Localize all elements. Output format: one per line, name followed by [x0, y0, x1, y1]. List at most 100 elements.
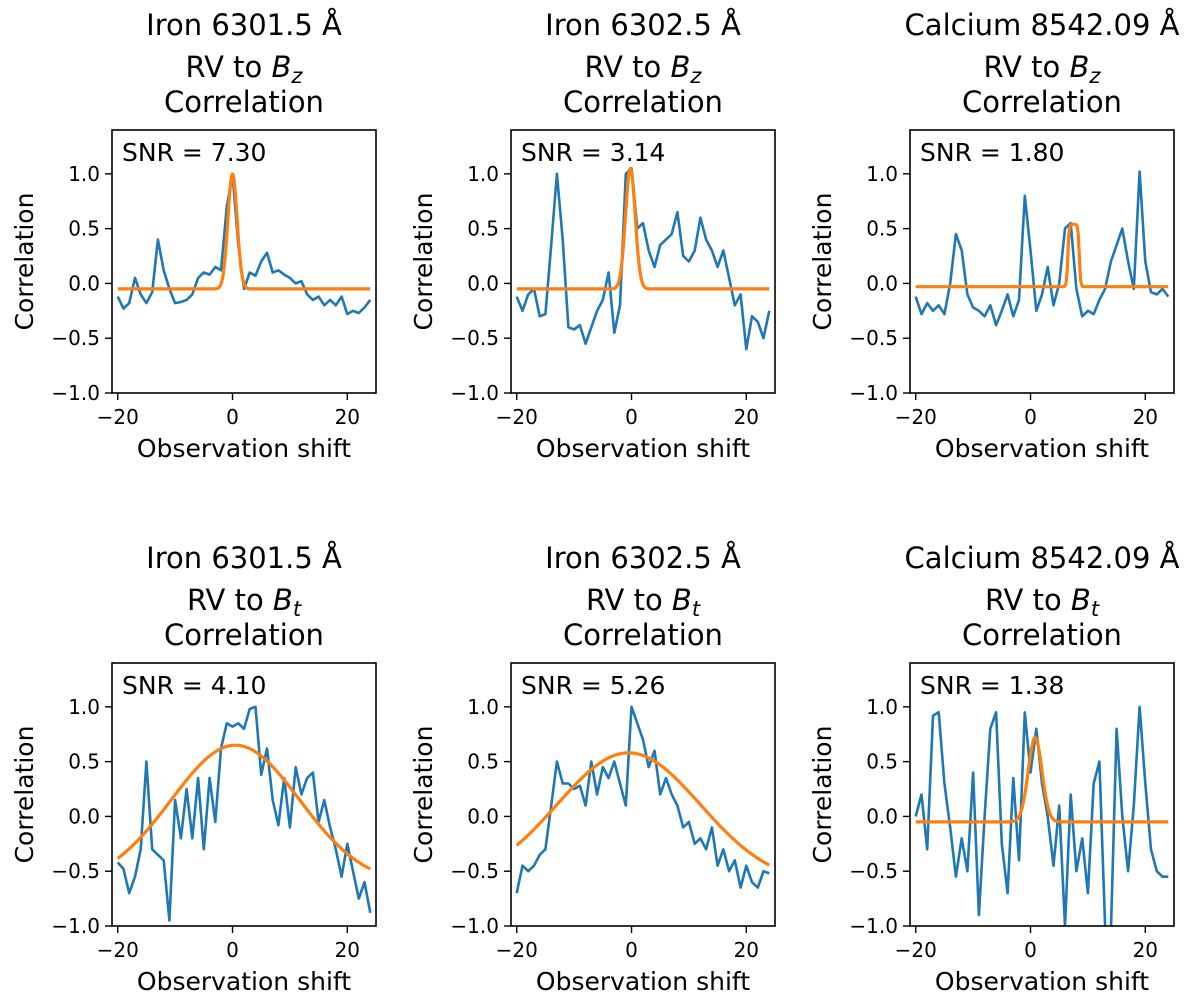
- y-tick-label: −0.5: [849, 859, 898, 883]
- subplot-title-prefix: RV to: [187, 583, 273, 617]
- y-tick-label: 0.5: [467, 750, 499, 774]
- fit-line: [915, 222, 1169, 289]
- x-tick-label: 0: [1024, 938, 1037, 962]
- subplot-title-line1: Iron 6302.5 Å: [545, 8, 741, 42]
- x-tick-label: 20: [335, 938, 360, 962]
- subplot-title-symbol: B: [1071, 583, 1091, 617]
- fit-line: [515, 751, 771, 867]
- subplot-title-line3: Correlation: [563, 618, 723, 652]
- subplot-title-line2: RV to Bz: [984, 50, 1102, 88]
- x-axis-label: Observation shift: [137, 967, 351, 996]
- plot-frame: [510, 129, 776, 394]
- y-axis-label: Correlation: [409, 193, 438, 331]
- y-tick-label: −1.0: [450, 381, 499, 405]
- y-tick-label: −0.5: [450, 859, 499, 883]
- snr-annotation: SNR = 4.10: [122, 671, 266, 700]
- y-tick-label: 0.5: [467, 217, 499, 241]
- y-tick-label: −0.5: [51, 326, 100, 350]
- y-tick-label: 0.0: [866, 271, 898, 295]
- y-tick-label: 0.5: [866, 750, 898, 774]
- y-tick-label: −1.0: [450, 914, 499, 938]
- subplot-title-line2: RV to Bt: [985, 583, 1100, 621]
- subplot-4: Iron 6301.5 ÅRV to BtCorrelation−1.0−0.5…: [10, 541, 377, 996]
- fit-line: [117, 172, 371, 291]
- fit-line: [915, 735, 1169, 824]
- y-tick-label: 1.0: [866, 162, 898, 186]
- y-tick-label: 0.0: [866, 804, 898, 828]
- y-tick-label: 0.0: [467, 271, 499, 295]
- x-tick-label: −20: [97, 405, 139, 429]
- subplot-title-symbol: B: [273, 583, 293, 617]
- x-tick-label: 0: [625, 405, 638, 429]
- subplot-title-line2: RV to Bt: [586, 583, 701, 621]
- x-axis-label: Observation shift: [935, 434, 1149, 463]
- subplot-title-prefix: RV to: [586, 583, 672, 617]
- y-tick-label: 0.0: [68, 271, 100, 295]
- subplot-title-line1: Iron 6302.5 Å: [545, 541, 741, 575]
- x-axis-label: Observation shift: [935, 967, 1149, 996]
- subplot-title-symbol: B: [272, 50, 292, 84]
- plot-frame: [909, 662, 1175, 927]
- y-tick-label: −0.5: [450, 326, 499, 350]
- plot-frame: [510, 662, 776, 927]
- y-axis-label: Correlation: [808, 726, 837, 864]
- subplot-title-line1: Calcium 8542.09 Å: [905, 541, 1180, 575]
- subplot-2: Iron 6302.5 ÅRV to BzCorrelation−1.0−0.5…: [409, 8, 776, 463]
- x-axis-label: Observation shift: [536, 434, 750, 463]
- subplot-title-line3: Correlation: [563, 85, 723, 119]
- y-tick-label: 1.0: [467, 695, 499, 719]
- snr-annotation: SNR = 3.14: [521, 138, 665, 167]
- correlation-line: [116, 705, 372, 922]
- y-tick-label: 1.0: [467, 162, 499, 186]
- correlation-line: [515, 705, 770, 894]
- x-tick-label: 20: [734, 938, 759, 962]
- y-tick-label: 1.0: [68, 695, 100, 719]
- subplot-3: Calcium 8542.09 ÅRV to BzCorrelation−1.0…: [808, 8, 1180, 463]
- plot-frame: [111, 129, 377, 394]
- x-axis-label: Observation shift: [137, 434, 351, 463]
- subplot-title-line2: RV to Bz: [585, 50, 703, 88]
- plot-frame: [909, 129, 1175, 394]
- y-tick-label: −0.5: [849, 326, 898, 350]
- x-tick-label: 20: [335, 405, 360, 429]
- y-axis-label: Correlation: [10, 193, 39, 331]
- subplot-title-line3: Correlation: [164, 618, 324, 652]
- y-tick-label: −0.5: [51, 859, 100, 883]
- x-tick-label: −20: [97, 938, 139, 962]
- subplot-title-symbol: B: [672, 583, 692, 617]
- fit-line: [116, 743, 372, 871]
- subplot-1: Iron 6301.5 ÅRV to BzCorrelation−1.0−0.5…: [10, 8, 377, 463]
- y-tick-label: 0.5: [68, 217, 100, 241]
- subplot-title-subscript: z: [290, 64, 303, 88]
- snr-annotation: SNR = 1.38: [920, 671, 1064, 700]
- y-axis-label: Correlation: [808, 193, 837, 331]
- subplot-title-prefix: RV to: [984, 50, 1070, 84]
- snr-annotation: SNR = 5.26: [521, 671, 665, 700]
- y-tick-label: 0.5: [68, 750, 100, 774]
- subplot-6: Calcium 8542.09 ÅRV to BtCorrelation−1.0…: [808, 541, 1180, 996]
- x-tick-label: 20: [734, 405, 759, 429]
- subplot-title-line2: RV to Bt: [187, 583, 302, 621]
- subplot-title-subscript: t: [293, 597, 302, 621]
- y-tick-label: 0.5: [866, 217, 898, 241]
- subplot-title-line1: Iron 6301.5 Å: [146, 541, 342, 575]
- y-tick-label: −1.0: [51, 914, 100, 938]
- subplot-title-prefix: RV to: [585, 50, 671, 84]
- subplot-title-line3: Correlation: [164, 85, 324, 119]
- subplot-title-subscript: z: [689, 64, 702, 88]
- subplot-title-subscript: z: [1088, 64, 1101, 88]
- correlation-line: [116, 172, 372, 316]
- subplot-title-line1: Iron 6301.5 Å: [146, 8, 342, 42]
- x-tick-label: 20: [1133, 938, 1158, 962]
- correlation-line: [515, 167, 771, 351]
- x-tick-label: 0: [1024, 405, 1037, 429]
- x-tick-label: 0: [226, 938, 239, 962]
- y-axis-label: Correlation: [10, 726, 39, 864]
- subplot-title-subscript: t: [1091, 597, 1100, 621]
- subplot-title-line2: RV to Bz: [186, 50, 304, 88]
- fit-line: [516, 166, 770, 291]
- correlation-line: [914, 170, 1170, 327]
- y-tick-label: −1.0: [849, 381, 898, 405]
